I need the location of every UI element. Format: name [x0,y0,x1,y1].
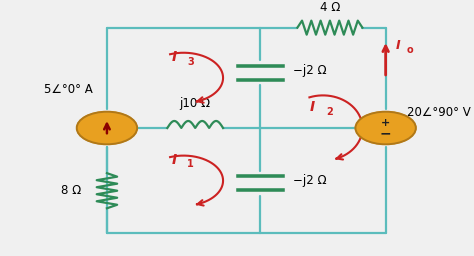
Text: 5∠°0° A: 5∠°0° A [44,83,93,95]
Text: o: o [407,45,414,55]
Text: I: I [310,100,315,114]
Text: 8 Ω: 8 Ω [61,184,82,197]
Text: 1: 1 [187,159,194,169]
Text: −: − [380,127,392,141]
Text: −j2 Ω: −j2 Ω [293,174,327,187]
Text: I: I [172,50,177,64]
Circle shape [356,112,416,144]
Text: I: I [396,39,401,52]
Text: I: I [172,153,177,167]
Text: j10 Ω: j10 Ω [180,98,211,110]
Text: 20∠°90° V: 20∠°90° V [407,106,470,120]
Text: 4 Ω: 4 Ω [320,1,340,14]
Text: 3: 3 [187,57,194,67]
Text: −j2 Ω: −j2 Ω [293,64,327,77]
Text: 2: 2 [327,107,333,117]
Circle shape [77,112,137,144]
Text: +: + [381,119,390,129]
